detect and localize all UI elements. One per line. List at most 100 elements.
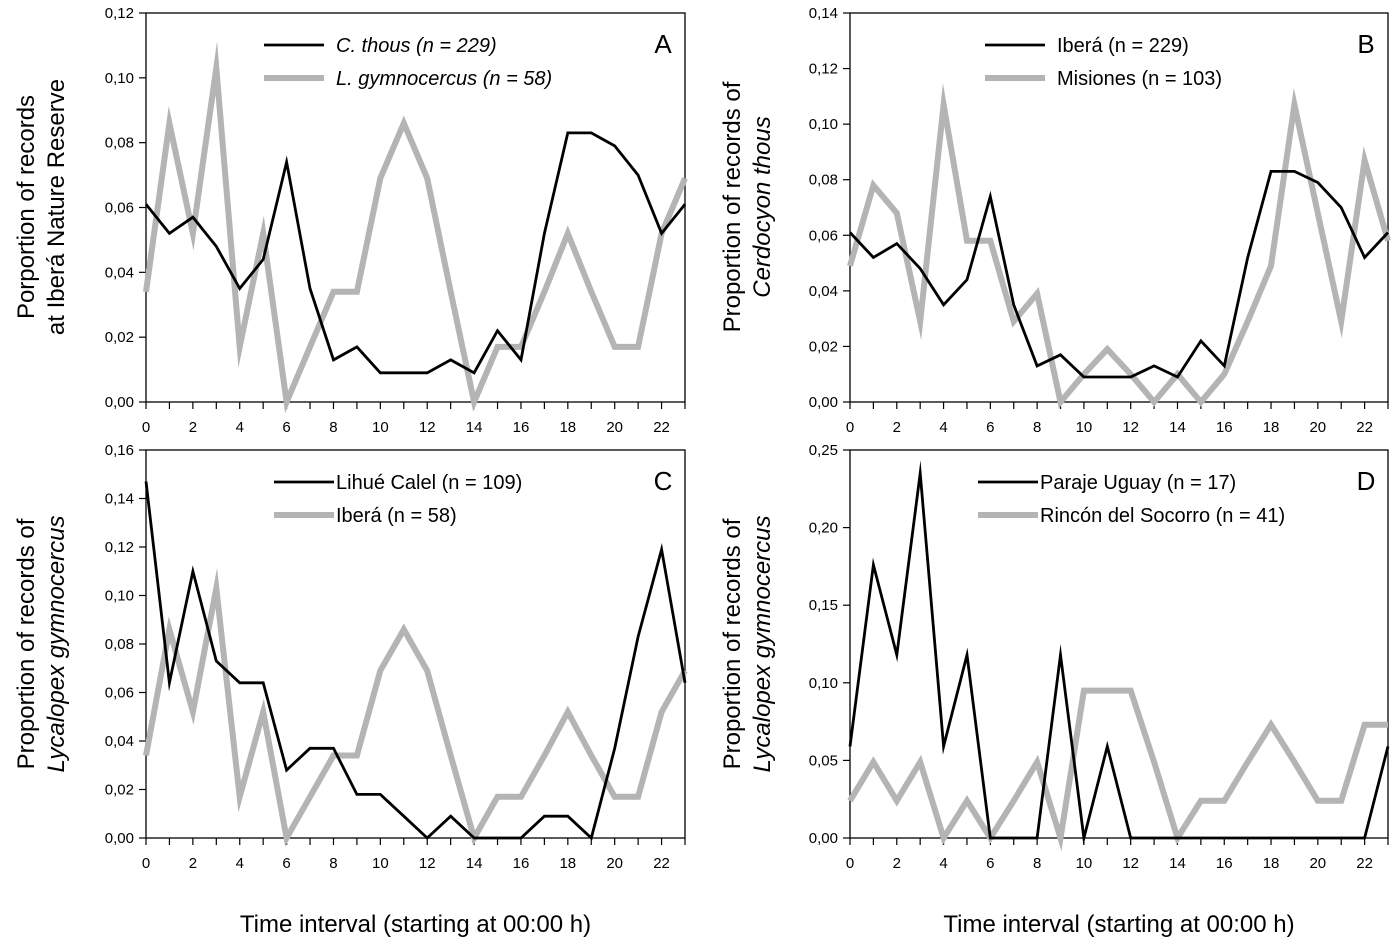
panel-label: B	[1357, 29, 1374, 59]
chart-panel-a: 0 2 4 6 8 10 12 14 16 18 20 22 0,00 0,02 0,04 0,06 0,08 0…	[13, 5, 688, 436]
chart-panel-d: 0 2 4 6 8 10 12 14 16 18 20 22 0,00 0,05 0,10 0,15 0,20 0…	[719, 442, 1390, 872]
y-axis-title-line: at Iberá Nature Reserve	[43, 79, 70, 335]
series-line-2	[847, 687, 1388, 852]
panel-label: A	[654, 29, 672, 59]
x-tick-label: 10	[1076, 419, 1093, 436]
y-tick-label: 0,08	[809, 172, 838, 189]
y-tick-label: 0,06	[809, 227, 838, 244]
panel-label: C	[654, 466, 673, 496]
y-tick-label: 0,00	[809, 830, 838, 847]
legend-label: C. thous (n = 229)	[336, 35, 497, 57]
x-tick-label: 6	[282, 855, 290, 872]
x-tick-label: 6	[986, 419, 994, 436]
y-axis-title-line: Porportion of records	[13, 95, 40, 319]
y-tick-label: 0,04	[809, 283, 838, 300]
panel-label: D	[1357, 466, 1376, 496]
y-tick-label: 0,04	[105, 264, 134, 281]
y-axis-title-line: Lycalopex gymnocercus	[749, 515, 776, 772]
plot-frame	[849, 449, 1389, 839]
x-tick-label: 14	[1169, 855, 1186, 872]
x-tick-label: 12	[1122, 855, 1139, 872]
y-tick-label: 0,00	[105, 830, 134, 847]
x-tick-label: 0	[142, 855, 150, 872]
x-tick-label: 0	[846, 419, 854, 436]
x-tick-label: 16	[1216, 855, 1233, 872]
series-line-1	[144, 481, 687, 841]
x-tick-label: 16	[1216, 419, 1233, 436]
x-tick-label: 2	[189, 419, 197, 436]
x-tick-label: 0	[846, 855, 854, 872]
y-tick-label: 0,06	[105, 685, 134, 702]
y-tick-label: 0,14	[105, 491, 134, 508]
x-tick-label: 18	[559, 419, 576, 436]
y-axis-title-line: Cerdocyon thous	[749, 116, 776, 297]
x-axis-title: Time interval (starting at 00:00 h)	[240, 911, 591, 938]
y-tick-label: 0,02	[809, 338, 838, 355]
y-tick-label: 0,10	[105, 588, 134, 605]
y-axis-title-line: Lycalopex gymnocercus	[43, 515, 70, 772]
legend-label: Paraje Uguay (n = 17)	[1040, 472, 1236, 494]
x-tick-label: 4	[236, 855, 244, 872]
x-tick-label: 2	[189, 855, 197, 872]
x-tick-label: 12	[1122, 419, 1139, 436]
x-tick-label: 20	[606, 419, 623, 436]
x-tick-label: 14	[466, 855, 483, 872]
x-tick-label: 20	[1309, 419, 1326, 436]
x-axis-title: Time interval (starting at 00:00 h)	[943, 911, 1294, 938]
y-tick-label: 0,12	[105, 539, 134, 556]
y-tick-label: 0,08	[105, 135, 134, 152]
x-tick-label: 6	[986, 855, 994, 872]
x-tick-label: 8	[329, 419, 337, 436]
x-tick-label: 22	[653, 855, 670, 872]
x-tick-label: 10	[372, 419, 389, 436]
chart-panel-c: 0 2 4 6 8 10 12 14 16 18 20 22 0,00 0,02 0,04 0,06 0,08 0…	[13, 442, 688, 872]
series-line-1	[848, 169, 1390, 379]
y-axis-title-line: Proportion of records of	[13, 518, 40, 769]
x-tick-label: 14	[466, 419, 483, 436]
series-line-2	[847, 83, 1391, 409]
series-line-2	[143, 41, 688, 414]
x-tick-label: 22	[653, 419, 670, 436]
series-line-2	[143, 568, 688, 847]
x-tick-label: 22	[1356, 419, 1373, 436]
x-tick-label: 2	[893, 419, 901, 436]
x-tick-label: 18	[559, 855, 576, 872]
x-tick-label: 12	[419, 419, 436, 436]
y-tick-label: 0,20	[809, 520, 838, 537]
y-tick-label: 0,15	[809, 597, 838, 614]
y-tick-label: 0,10	[809, 675, 838, 692]
x-tick-label: 10	[372, 855, 389, 872]
x-tick-label: 12	[419, 855, 436, 872]
x-tick-label: 8	[1033, 419, 1041, 436]
y-tick-label: 0,02	[105, 329, 134, 346]
x-tick-label: 20	[606, 855, 623, 872]
x-tick-label: 22	[1356, 855, 1373, 872]
legend-label: Iberá (n = 229)	[1057, 35, 1189, 57]
y-tick-label: 0,10	[809, 116, 838, 133]
y-tick-label: 0,00	[105, 394, 134, 411]
x-tick-label: 16	[513, 419, 530, 436]
y-axis-title: Proportion of records of Lycalopex gymnoc…	[13, 515, 70, 772]
y-axis-title: Porportion of records at Iberá Nature Res…	[13, 79, 70, 335]
x-tick-label: 0	[142, 419, 150, 436]
y-tick-label: 0,06	[105, 200, 134, 217]
y-tick-label: 0,12	[105, 5, 134, 22]
series-line-1	[848, 460, 1390, 846]
legend-label: Misiones (n = 103)	[1057, 68, 1222, 90]
y-tick-label: 0,05	[809, 752, 838, 769]
x-tick-label: 14	[1169, 419, 1186, 436]
x-tick-label: 4	[939, 855, 947, 872]
y-axis-title-line: Proportion of records of	[719, 518, 746, 769]
y-tick-label: 0,16	[105, 442, 134, 459]
chart-panel-b: 0 2 4 6 8 10 12 14 16 18 20 22 0,00 0,02 0,04 0,06 0,08 0…	[719, 5, 1391, 436]
y-tick-label: 0,02	[105, 782, 134, 799]
x-tick-label: 4	[236, 419, 244, 436]
y-tick-label: 0,00	[809, 394, 838, 411]
x-tick-label: 8	[329, 855, 337, 872]
x-tick-label: 10	[1076, 855, 1093, 872]
legend-label: Lihué Calel (n = 109)	[336, 472, 522, 494]
y-axis-title: Proportion of records of Lycalopex gymnoc…	[719, 515, 776, 772]
legend-label: Iberá (n = 58)	[336, 505, 457, 527]
y-tick-label: 0,12	[809, 61, 838, 78]
